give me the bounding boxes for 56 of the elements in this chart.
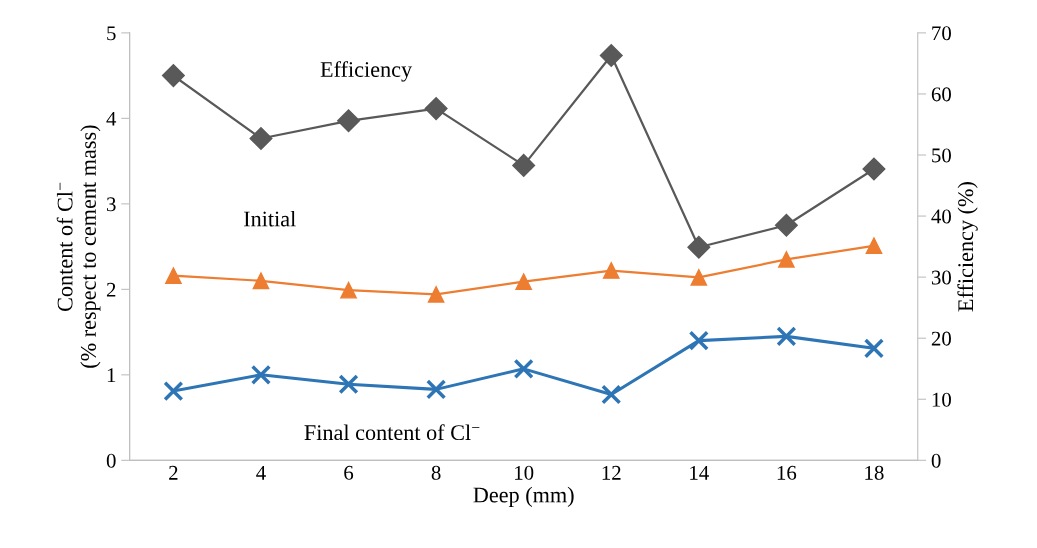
point [249,127,273,151]
series-label: Efficiency [320,61,413,82]
point [862,157,886,181]
point [250,364,272,385]
y2-tick-label: 60 [931,87,951,102]
point [161,64,185,88]
point [163,381,184,402]
y-tick-label: 3 [107,197,116,212]
y2-tick-label: 50 [932,148,951,163]
point [338,374,359,395]
x-tick-label: 4 [256,465,266,480]
point [778,251,795,268]
point [601,384,622,405]
x-tick-label: 12 [602,465,621,480]
point [424,97,448,121]
y-tick-label: 2 [106,282,116,297]
point [427,286,445,303]
x-tick-label: 2 [169,465,178,480]
y-tick-label: 5 [107,26,116,41]
y2-tick-label: 0 [931,453,941,468]
x-axis-title: Deep (mm) [473,486,574,507]
x-tick-label: 8 [431,465,441,480]
point [602,262,620,279]
point [426,379,447,400]
y-tick-label: 4 [106,111,117,126]
point [515,273,533,290]
point [340,281,357,299]
y2-axis-title: Efficiency (%) [957,182,978,312]
y-tick-label: 0 [106,453,116,468]
y-tick-label: 1 [107,368,116,383]
point [252,272,270,290]
point [690,269,708,286]
y2-tick-label: 30 [931,270,951,285]
point [865,237,883,255]
x-tick-label: 10 [515,465,534,480]
x-tick-label: 18 [865,465,884,480]
point [337,109,361,133]
y2-tick-label: 10 [932,392,951,407]
y2-tick-label: 20 [931,331,951,346]
point [688,330,709,351]
y2-tick-label: 70 [932,26,951,41]
point [599,43,623,67]
point [513,358,534,379]
point [776,326,797,347]
point [863,338,885,359]
point [687,235,711,259]
y2-tick-label: 40 [931,209,951,224]
text: Content of Cl$^{−}$ (% respect to cement mass) [56,125,101,368]
text: Initial [244,210,296,227]
series-label: Final content of Cl$^{−}$ [304,424,480,441]
x-tick-label: 6 [344,465,354,480]
x-tick-label: 14 [690,465,709,480]
point [512,153,536,177]
x-tick-label: 16 [777,465,797,480]
point [774,213,798,237]
point [165,267,182,284]
